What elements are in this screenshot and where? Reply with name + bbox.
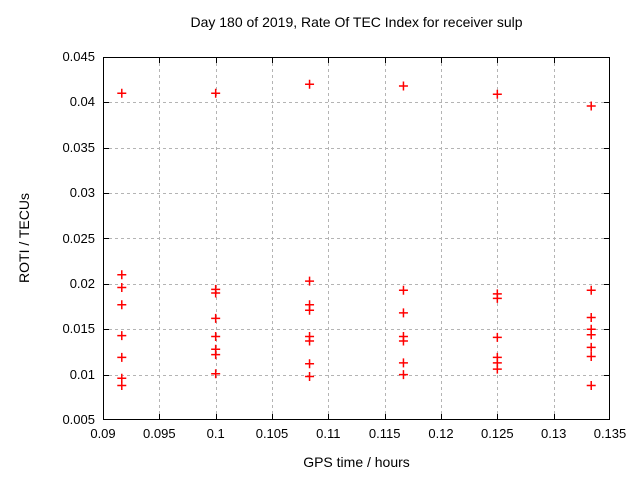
x-tick-label: 0.105 bbox=[255, 426, 289, 441]
x-tick-label: 0.11 bbox=[316, 426, 341, 441]
data-point-marker bbox=[305, 371, 315, 381]
plot-area bbox=[103, 57, 610, 420]
x-tick-label: 0.13 bbox=[541, 426, 567, 441]
data-point-marker bbox=[586, 312, 596, 322]
y-tick-label: 0.045 bbox=[62, 49, 95, 64]
chart-title: Day 180 of 2019, Rate Of TEC Index for r… bbox=[190, 14, 523, 30]
data-point-marker bbox=[305, 305, 315, 315]
data-point-marker bbox=[305, 276, 315, 286]
x-tick-label: 0.135 bbox=[593, 426, 627, 441]
x-tick-label: 0.09 bbox=[90, 426, 116, 441]
data-point-marker bbox=[586, 101, 596, 111]
data-point-marker bbox=[586, 351, 596, 361]
y-tick-label: 0.04 bbox=[69, 94, 95, 110]
x-tick-label: 0.115 bbox=[368, 426, 401, 441]
data-point-marker bbox=[492, 89, 502, 99]
data-point-marker bbox=[492, 364, 502, 374]
data-point-marker bbox=[398, 370, 408, 380]
data-point-marker bbox=[586, 285, 596, 295]
data-point-marker bbox=[117, 352, 127, 362]
y-tick-label: 0.025 bbox=[62, 230, 95, 246]
data-point-marker bbox=[211, 88, 221, 98]
data-point-marker bbox=[211, 369, 221, 379]
y-tick-label: 0.01 bbox=[69, 366, 95, 382]
data-point-marker bbox=[117, 300, 127, 310]
data-point-marker bbox=[305, 336, 315, 346]
x-axis-label: GPS time / hours bbox=[303, 454, 410, 470]
data-point-marker bbox=[586, 342, 596, 352]
data-point-marker bbox=[398, 336, 408, 346]
y-tick-label: 0.035 bbox=[62, 139, 95, 155]
data-point-marker bbox=[211, 288, 221, 298]
data-point-marker bbox=[117, 283, 127, 293]
data-point-marker bbox=[211, 332, 221, 342]
x-tick-label: 0.125 bbox=[481, 426, 514, 441]
y-tick-label: 0.03 bbox=[69, 185, 95, 201]
data-point-marker bbox=[117, 381, 127, 391]
y-tick-label: 0.02 bbox=[69, 275, 95, 291]
x-tick-label: 0.12 bbox=[428, 426, 454, 441]
data-point-marker bbox=[117, 88, 127, 98]
data-point-marker bbox=[586, 381, 596, 391]
data-point-marker bbox=[398, 358, 408, 368]
data-point-marker bbox=[586, 330, 596, 340]
plot-canvas bbox=[103, 57, 610, 420]
data-point-marker bbox=[492, 293, 502, 303]
data-point-marker bbox=[211, 350, 221, 360]
data-point-marker bbox=[305, 79, 315, 89]
data-point-marker bbox=[398, 285, 408, 295]
data-point-marker bbox=[398, 81, 408, 91]
x-tick-label: 0.095 bbox=[143, 426, 176, 441]
x-tick-label: 0.1 bbox=[206, 426, 225, 441]
data-point-marker bbox=[211, 313, 221, 323]
data-point-marker bbox=[398, 308, 408, 318]
data-point-marker bbox=[305, 359, 315, 369]
data-point-marker bbox=[492, 332, 502, 342]
y-tick-label: 0.015 bbox=[62, 321, 95, 337]
data-point-marker bbox=[117, 270, 127, 280]
data-point-marker bbox=[117, 331, 127, 341]
y-tick-label: 0.005 bbox=[62, 412, 95, 427]
plot-border bbox=[103, 57, 610, 420]
